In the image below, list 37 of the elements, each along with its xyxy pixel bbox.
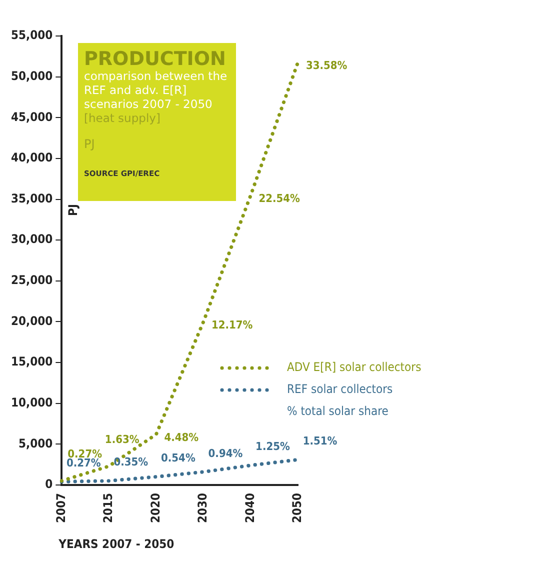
- annotation: PJ: [84, 137, 96, 151]
- x-axis-title: YEARS 2007 - 2050: [58, 537, 174, 552]
- annotation: 1.63%: [104, 433, 140, 446]
- x-tick-label: 2040: [242, 492, 257, 523]
- legend-label: REF solar collectors: [287, 382, 394, 396]
- y-tick-label: 10,000: [10, 395, 53, 410]
- legend-label: ADV E[R] solar collectors: [287, 360, 422, 374]
- y-axis-title: PJ: [66, 204, 80, 216]
- annotation: 0.94%: [208, 446, 243, 460]
- annotation: 0.35%: [114, 456, 148, 469]
- y-tick-label: 50,000: [10, 68, 53, 83]
- x-tick-label: 2007: [54, 492, 68, 523]
- x-tick-label: 2015: [101, 492, 116, 523]
- y-tick-label: 25,000: [10, 273, 53, 288]
- annotation: 4.48%: [164, 431, 199, 444]
- y-tick-label: 35,000: [10, 191, 53, 206]
- annotation: 1.51%: [302, 434, 338, 448]
- y-tick-label: 45,000: [10, 110, 53, 124]
- y-tick-label: 40,000: [10, 150, 53, 165]
- y-tick-label: 55,000: [10, 28, 53, 42]
- annotation: % total solar share: [287, 404, 389, 418]
- annotation: 22.54%: [258, 192, 300, 206]
- text: PRODUCTION: [84, 48, 227, 70]
- y-tick-label: 30,000: [10, 232, 53, 246]
- x-tick-label: 2050: [290, 492, 304, 523]
- text: comparison between the REF and adv. E[R] scenarios 2007 - 2050: [84, 69, 228, 111]
- y-tick-label: 20,000: [10, 314, 53, 328]
- annotation: 0.54%: [161, 452, 196, 465]
- annotation: 33.58%: [306, 58, 348, 72]
- x-tick-label: 2020: [148, 492, 162, 523]
- annotation: 1.25%: [256, 440, 290, 454]
- y-tick-label: 15,000: [10, 354, 53, 369]
- y-tick-label: 5,000: [18, 436, 53, 450]
- annotation: [heat supply]: [84, 111, 162, 125]
- x-tick-label: 2030: [196, 492, 210, 523]
- annotation: 12.17%: [211, 318, 253, 332]
- y-tick-label: 0: [45, 477, 53, 492]
